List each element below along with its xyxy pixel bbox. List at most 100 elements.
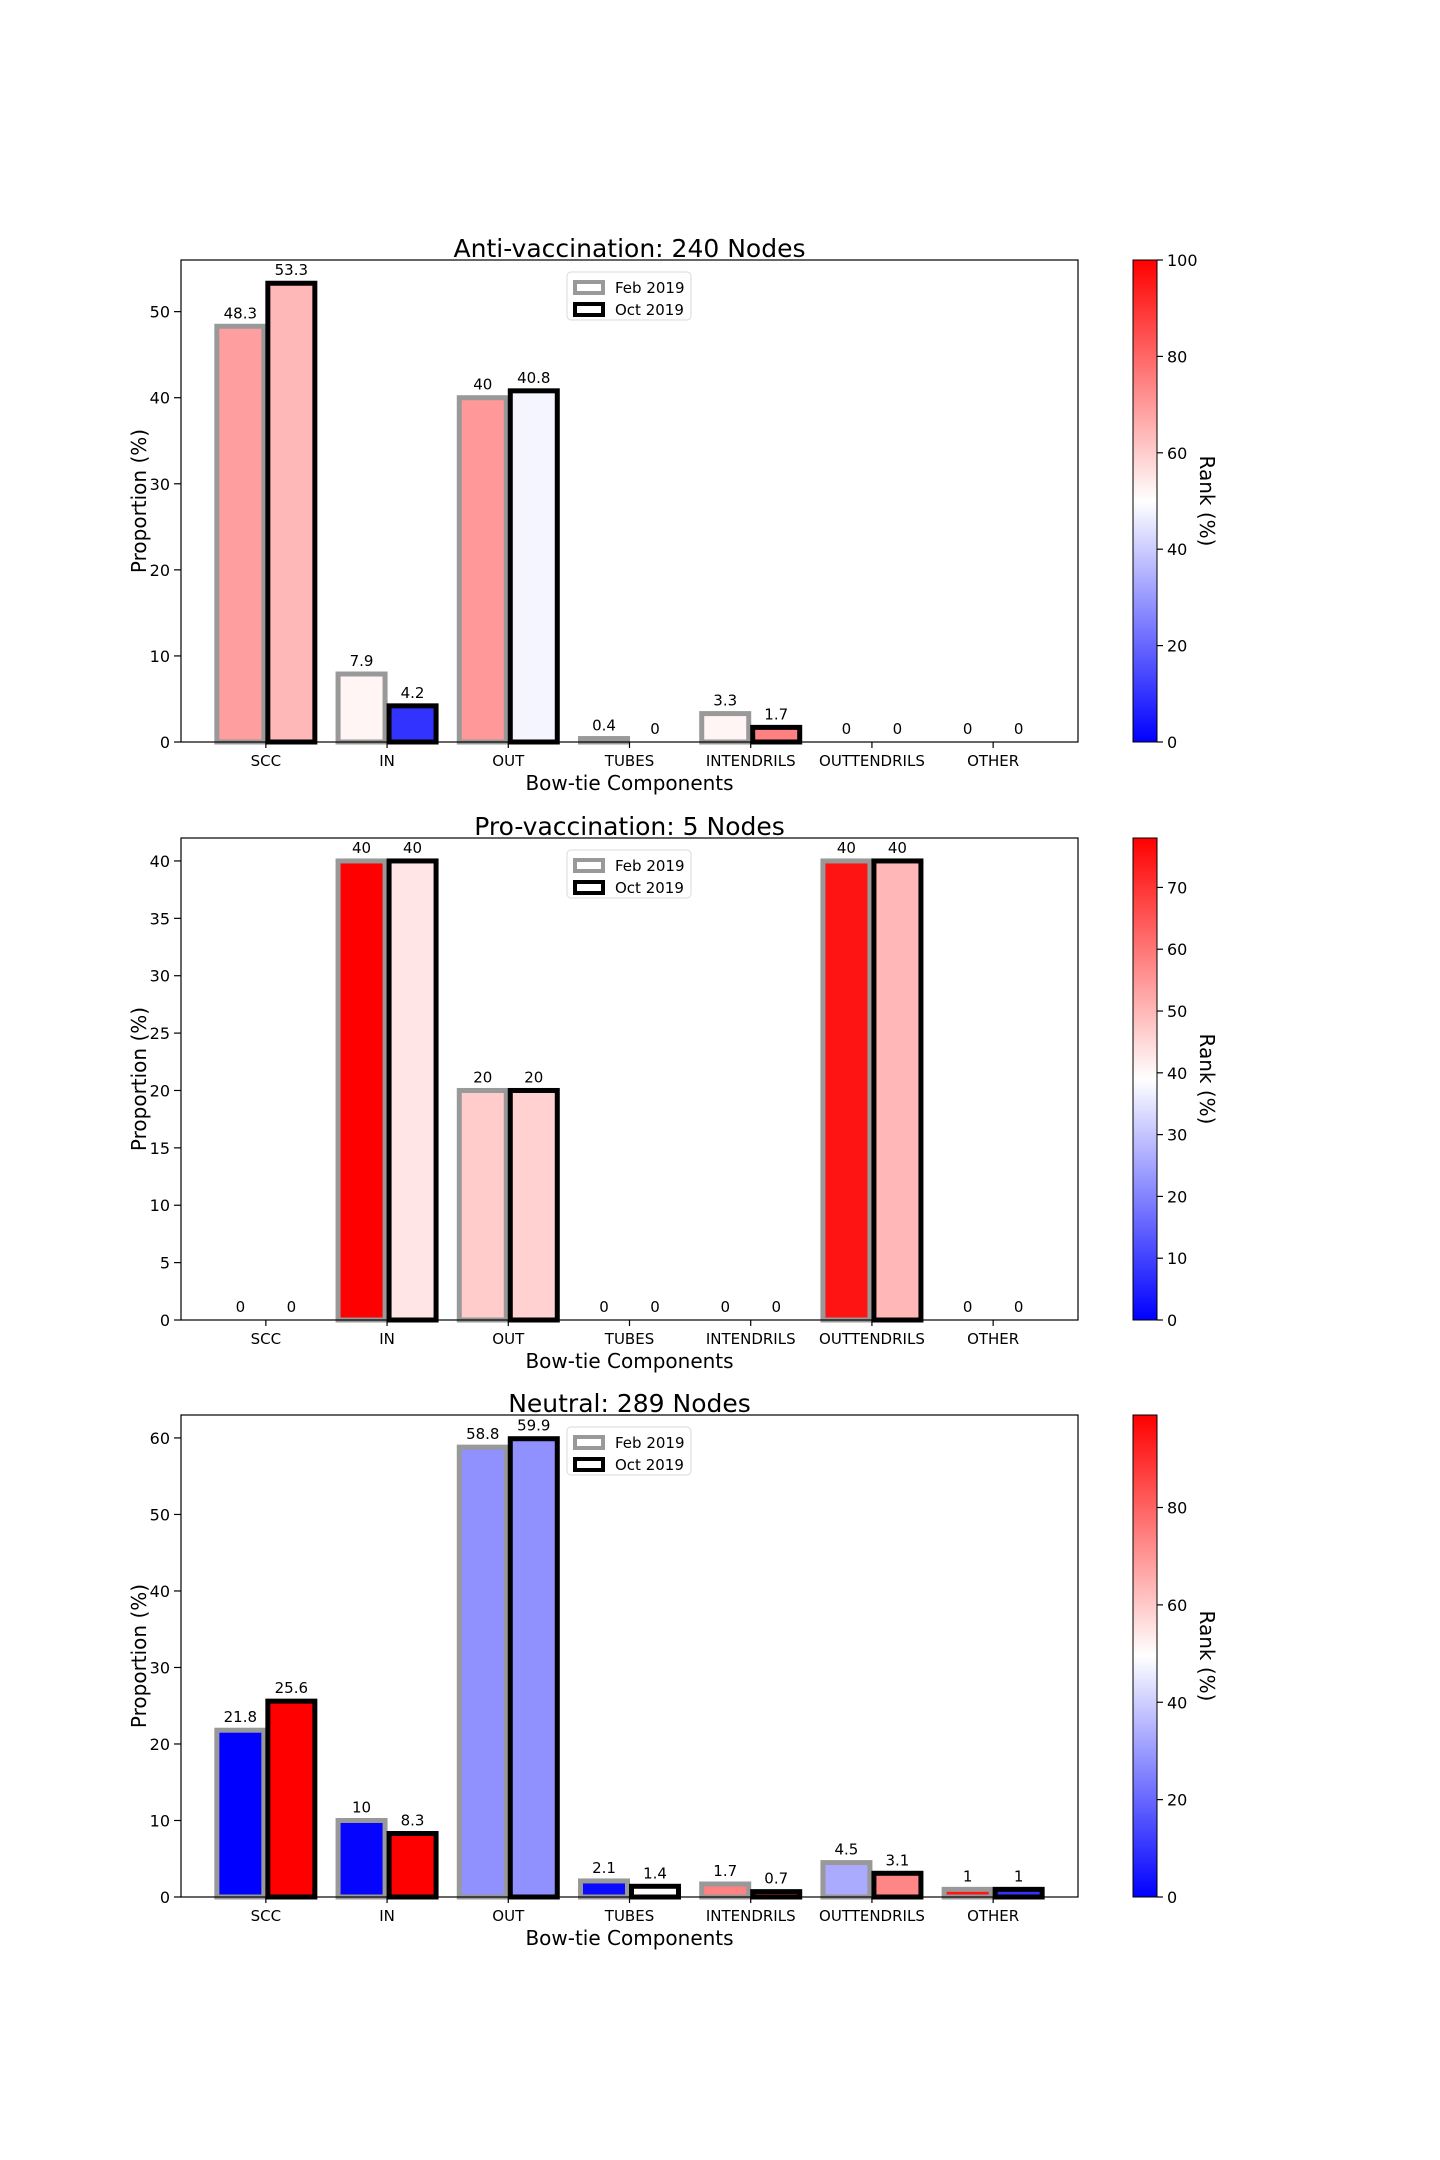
colorbar-tick-label: 100 [1167,251,1198,270]
data-label: 0 [1014,720,1024,738]
data-label: 0 [963,720,973,738]
colorbar-tick-label: 20 [1167,1791,1187,1810]
y-tick-label: 50 [150,303,170,322]
bar-other-oct [992,1886,1045,1900]
data-label: 0 [963,1298,973,1316]
y-tick-label: 25 [150,1024,170,1043]
colorbar-gradient [1132,1414,1158,1898]
data-label: 4.5 [835,1841,859,1859]
chart-panel-1: Anti-vaccination: 240 Nodes 0 10 20 30 40 50 48… [127,234,1219,795]
legend-label: Feb 2019 [615,857,685,875]
data-label: 1 [1014,1867,1024,1885]
colorbar-tick-label: 20 [1167,637,1187,656]
bar-outtendrils-feb [820,1860,873,1900]
x-tick-label: SCC [251,1330,281,1348]
colorbar-tick-label: 40 [1167,1064,1187,1083]
data-label: 48.3 [224,304,257,322]
y-axis-label: Proportion (%) [127,1007,151,1151]
legend-label: Oct 2019 [615,1456,684,1474]
data-label: 58.8 [466,1425,499,1443]
legend-swatch [573,880,605,895]
y-tick-label: 0 [160,1888,170,1907]
y-tick-label: 15 [150,1139,170,1158]
y-tick-label: 10 [150,1811,170,1830]
y-tick-label: 40 [150,852,170,871]
legend: Feb 2019 Oct 2019 [566,849,692,899]
chart-panel-2: Pro-vaccination: 5 Nodes 0 5 10 15 20 25 30 35 40… [127,812,1219,1373]
data-label: 2.1 [592,1859,616,1877]
x-tick-label: OTHER [967,1330,1019,1348]
y-axis-label: Proportion (%) [127,1584,151,1728]
bar-in-feb [335,1817,388,1900]
y-tick-label: 20 [150,1081,170,1100]
data-label: 40 [888,839,907,857]
chart-title: Neutral: 289 Nodes [508,1389,751,1418]
data-label: 3.3 [713,692,737,710]
data-label: 0 [842,720,852,738]
x-tick-label: TUBES [604,1907,654,1925]
data-label: 40 [352,839,371,857]
x-tick-label: OUTTENDRILS [819,752,925,770]
colorbar: 0 20 40 60 80 100 Rank (%) [1132,251,1219,752]
colorbar-tick-label: 60 [1167,940,1187,959]
colorbar-tick-label: 60 [1167,1596,1187,1615]
x-tick-label: IN [379,1330,395,1348]
data-label: 40 [403,839,422,857]
x-tick-label: INTENDRILS [706,1907,796,1925]
y-tick-label: 30 [150,475,170,494]
data-label: 40 [837,839,856,857]
data-label: 3.1 [886,1851,910,1869]
data-label: 0 [893,720,903,738]
y-tick-label: 40 [150,389,170,408]
bar-tubes-feb [578,1878,630,1900]
colorbar-tick-label: 80 [1167,1499,1187,1518]
bar-in-feb [335,858,388,1323]
data-label: 0 [1014,1298,1024,1316]
bar-in-oct [386,703,439,745]
data-label: 4.2 [401,684,425,702]
colorbar-tick-label: 50 [1167,1002,1187,1021]
data-label: 7.9 [350,652,374,670]
bar-outtendrils-feb [820,858,873,1323]
colorbar-label: Rank (%) [1195,1611,1219,1702]
y-tick-label: 5 [160,1254,170,1273]
data-label: 10 [352,1798,371,1816]
x-axis-label: Bow-tie Components [525,771,733,795]
y-tick-label: 30 [150,967,170,986]
colorbar-tick-label: 80 [1167,347,1187,366]
x-tick-label: OTHER [967,1907,1019,1925]
bar-intendrils-feb [699,1881,752,1900]
data-label: 0 [236,1298,246,1316]
data-label: 20 [524,1068,543,1086]
x-tick-label: IN [379,1907,395,1925]
bar-outtendrils-oct [871,858,924,1323]
legend-swatch [573,1435,605,1450]
bar-in-feb [335,671,388,745]
data-label: 0.4 [592,717,616,735]
chart-title: Anti-vaccination: 240 Nodes [454,234,806,263]
x-tick-label: SCC [251,1907,281,1925]
bar-intendrils-feb [699,711,752,745]
data-label: 53.3 [275,261,308,279]
data-label: 1.4 [643,1864,667,1882]
bar-scc-oct [265,280,318,745]
bar-in-oct [386,858,439,1323]
legend-swatch [573,1457,605,1472]
data-label: 1.7 [764,705,788,723]
bar-out-feb [456,1087,509,1323]
legend: Feb 2019 Oct 2019 [566,271,692,321]
colorbar-tick-label: 0 [1167,733,1177,752]
x-axis-label: Bow-tie Components [525,1349,733,1373]
bar-out-oct [507,1087,560,1323]
legend-swatch [573,858,605,873]
bar-out-feb [456,395,509,745]
x-tick-label: OUT [492,1330,525,1348]
bar-scc-oct [265,1698,318,1900]
legend-label: Oct 2019 [615,879,684,897]
data-label: 21.8 [224,1708,257,1726]
y-tick-label: 10 [150,647,170,666]
data-label: 0.7 [764,1870,788,1888]
y-tick-label: 30 [150,1658,170,1677]
colorbar-tick-label: 0 [1167,1888,1177,1907]
